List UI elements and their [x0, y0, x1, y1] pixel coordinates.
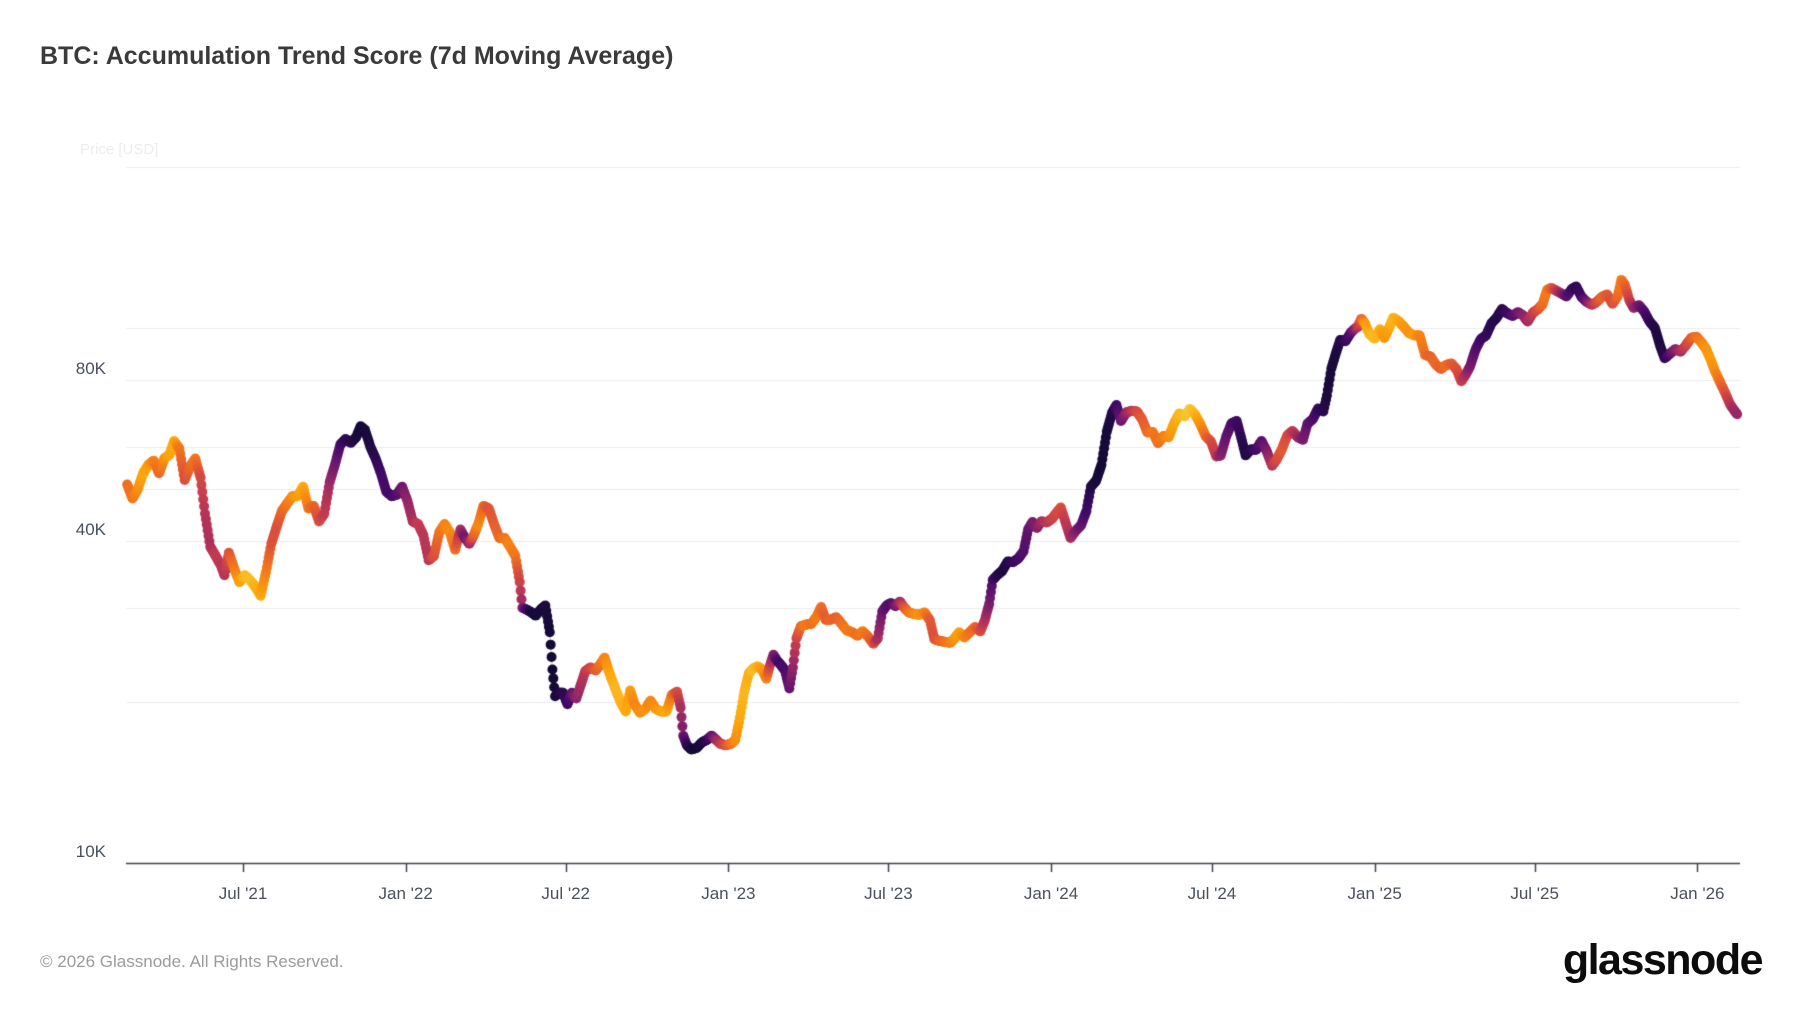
- copyright-text: © 2026 Glassnode. All Rights Reserved.: [40, 952, 344, 971]
- x-axis-label: Jan '22: [378, 884, 433, 903]
- x-axis-label: Jul '24: [1187, 884, 1237, 903]
- y-axis-label: 10K: [75, 842, 106, 861]
- x-axis-label: Jan '25: [1347, 884, 1402, 903]
- x-axis-label: Jan '23: [701, 884, 756, 903]
- glassnode-logo: glassnode: [1562, 936, 1764, 984]
- x-axis-label: Jul '25: [1510, 884, 1559, 903]
- x-axis-label: Jul '21: [218, 884, 268, 903]
- y-axis-label: 40K: [75, 519, 106, 539]
- x-axis-label: Jul '22: [541, 884, 590, 903]
- x-axis-label: Jan '26: [1670, 884, 1725, 903]
- x-axis-label: Jul '23: [864, 884, 913, 903]
- x-axis-label: Jan '24: [1023, 884, 1079, 903]
- y-axis-label: 80K: [75, 358, 106, 378]
